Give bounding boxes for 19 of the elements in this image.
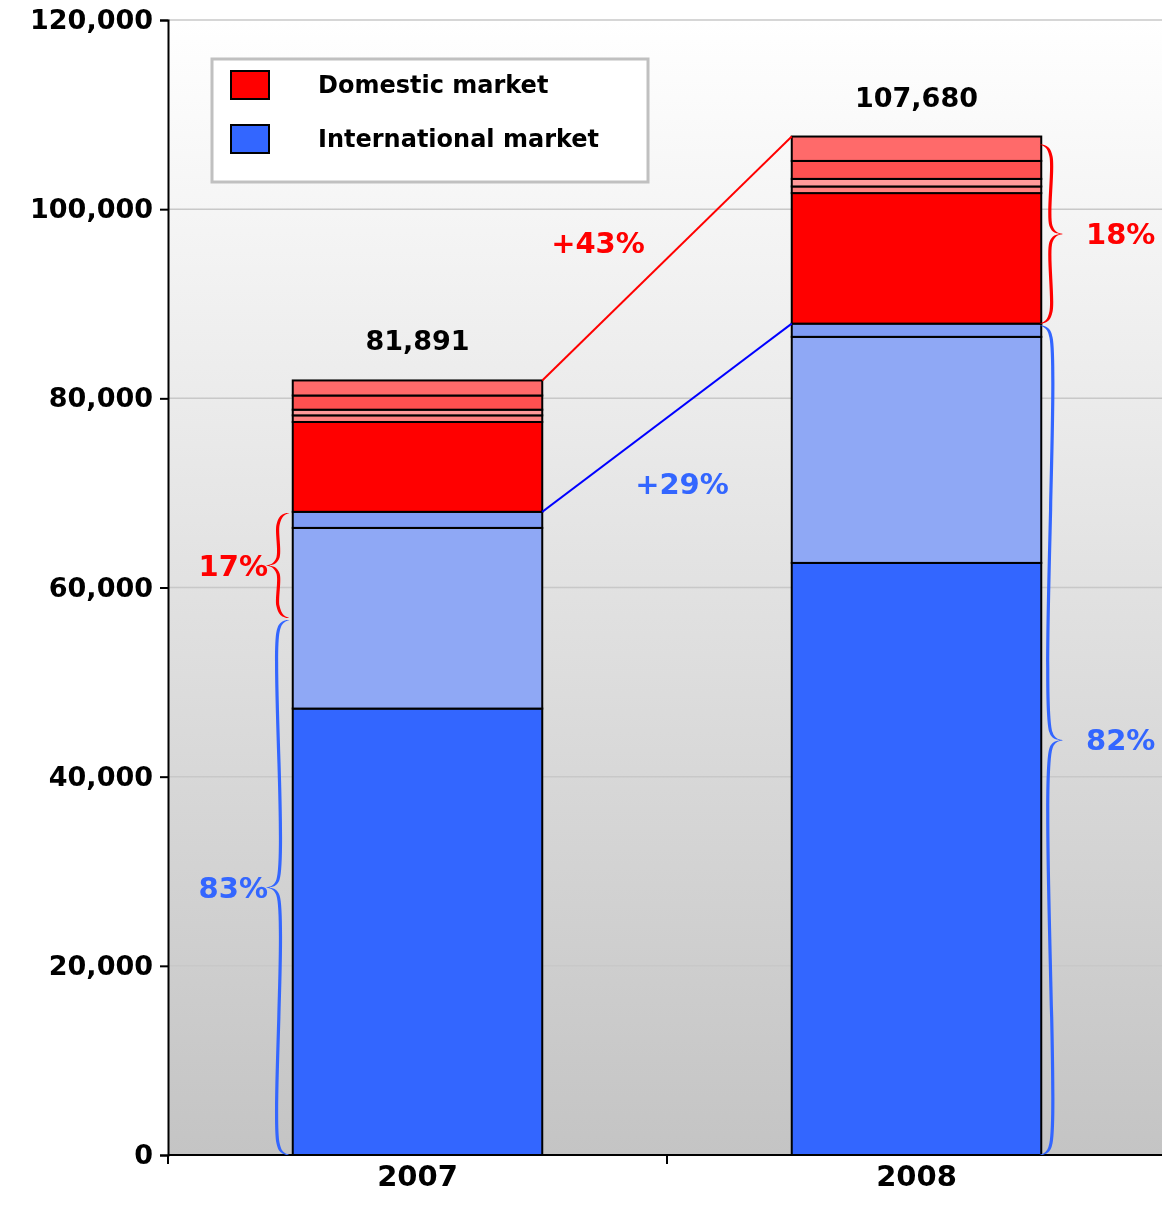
annotation: 82% [1086, 723, 1156, 758]
y-tick-label: 80,000 [48, 382, 153, 414]
y-tick-label: 20,000 [48, 949, 153, 981]
annotation: +29% [635, 467, 729, 501]
annotation: 17% [198, 548, 268, 583]
y-tick-label: 60,000 [48, 571, 153, 603]
y-tick-label: 40,000 [48, 760, 153, 792]
legend-label: International market [318, 125, 600, 153]
y-tick-label: 0 [134, 1139, 153, 1171]
annotation: 18% [1086, 217, 1156, 252]
total-label: 81,891 [365, 325, 470, 357]
y-tick-label: 100,000 [30, 193, 153, 225]
x-tick-label: 2008 [876, 1159, 957, 1193]
annotation: +43% [551, 226, 645, 260]
x-tick-label: 2007 [377, 1159, 458, 1193]
legend-label: Domestic market [318, 71, 549, 99]
total-label: 107,680 [855, 81, 978, 113]
y-tick-label: 120,000 [30, 4, 153, 36]
annotation: 83% [198, 870, 268, 905]
